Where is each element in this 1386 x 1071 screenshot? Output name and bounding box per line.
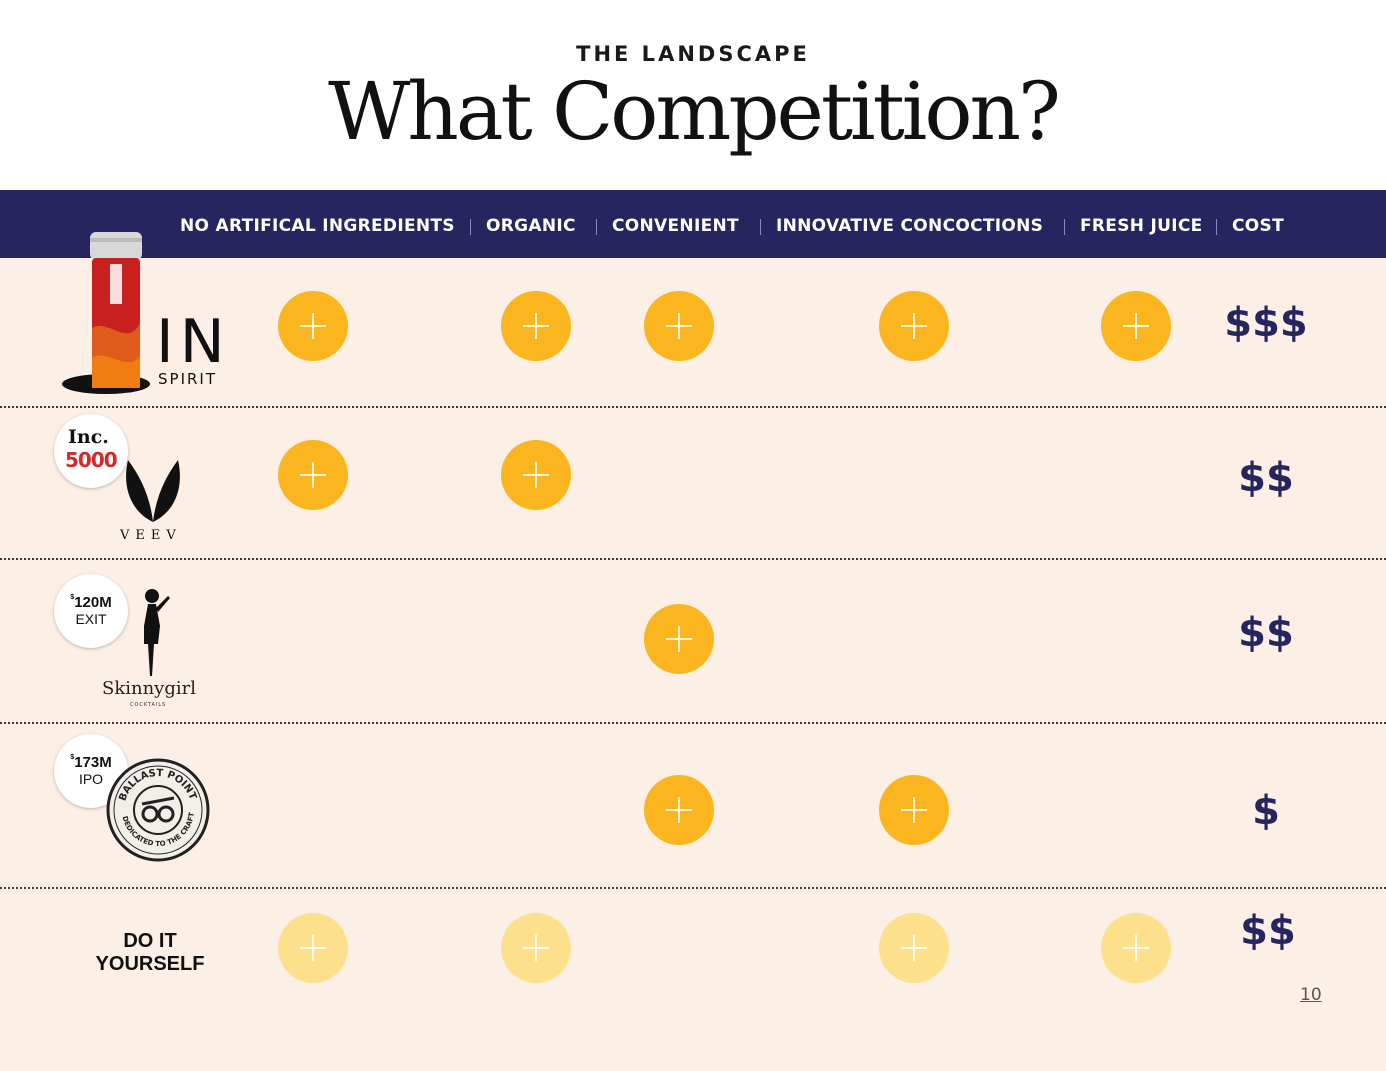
eyebrow-title: THE LANDSCAPE bbox=[576, 42, 810, 66]
plus-circle-icon bbox=[278, 913, 348, 983]
column-separator bbox=[596, 219, 597, 235]
badge-label: EXIT bbox=[75, 611, 107, 627]
exit-badge: $120M EXIT bbox=[54, 574, 128, 648]
col-header-fresh-juice: FRESH JUICE bbox=[1080, 216, 1203, 236]
row-divider bbox=[0, 887, 1386, 889]
cost-value: $$$ bbox=[1224, 300, 1308, 346]
plus-circle-icon bbox=[879, 291, 949, 361]
inspirit-can-logo bbox=[62, 232, 150, 394]
skinnygirl-logo-text: Skinnygirl bbox=[102, 678, 196, 699]
badge-value: 120M bbox=[74, 594, 112, 611]
column-separator bbox=[1064, 219, 1065, 235]
plus-circle-icon bbox=[879, 775, 949, 845]
inspirit-logo-sub: SPIRIT bbox=[158, 370, 217, 388]
row-divider bbox=[0, 558, 1386, 560]
cost-value: $$ bbox=[1238, 610, 1294, 656]
plus-circle-icon bbox=[1101, 291, 1171, 361]
plus-circle-icon bbox=[278, 291, 348, 361]
inc-badge-bottom: 5000 bbox=[65, 448, 118, 472]
veev-logo-text: VEEV bbox=[120, 528, 182, 543]
column-separator bbox=[1216, 219, 1217, 235]
badge-value: 173M bbox=[74, 754, 112, 771]
col-header-convenient: CONVENIENT bbox=[612, 216, 739, 236]
cost-value: $$ bbox=[1238, 455, 1294, 501]
veev-leaf-logo bbox=[126, 460, 180, 522]
column-separator bbox=[470, 219, 471, 235]
plus-circle-icon bbox=[501, 913, 571, 983]
inc-badge-top: Inc. bbox=[68, 426, 109, 448]
plus-circle-icon bbox=[644, 604, 714, 674]
cost-value: $$ bbox=[1240, 908, 1296, 954]
page-number: 10 bbox=[1300, 985, 1322, 1005]
column-header-band bbox=[0, 190, 1386, 258]
plus-circle-icon bbox=[278, 440, 348, 510]
ballast-point-seal-logo: BALLAST POINT DEDICATED TO THE CRAFT bbox=[106, 758, 210, 862]
plus-circle-icon bbox=[644, 291, 714, 361]
row-divider bbox=[0, 406, 1386, 408]
col-header-organic: ORGANIC bbox=[486, 216, 576, 236]
row-divider bbox=[0, 722, 1386, 724]
plus-circle-icon bbox=[644, 775, 714, 845]
inc-5000-badge: Inc. 5000 bbox=[54, 414, 128, 488]
diy-label-line2: YOURSELF bbox=[95, 953, 205, 975]
column-separator bbox=[760, 219, 761, 235]
skinnygirl-logo-sub: COCKTAILS bbox=[130, 702, 167, 708]
plus-circle-icon bbox=[879, 913, 949, 983]
col-header-cost: COST bbox=[1232, 216, 1284, 236]
page-title: What Competition? bbox=[328, 65, 1061, 158]
badge-currency: $ bbox=[70, 754, 75, 761]
diy-label: DO IT YOURSELF bbox=[70, 930, 230, 976]
badge-label: IPO bbox=[78, 771, 104, 787]
diy-label-line1: DO IT bbox=[123, 930, 177, 952]
inspirit-logo-main: IN bbox=[156, 307, 231, 377]
plus-circle-icon bbox=[501, 291, 571, 361]
col-header-no-artificial: NO ARTIFICAL INGREDIENTS bbox=[180, 216, 455, 236]
col-header-innovative: INNOVATIVE CONCOCTIONS bbox=[776, 216, 1044, 236]
skinnygirl-silhouette-logo bbox=[144, 589, 170, 676]
cost-value: $ bbox=[1252, 788, 1280, 834]
badge-currency: $ bbox=[70, 594, 75, 601]
plus-circle-icon bbox=[1101, 913, 1171, 983]
plus-circle-icon bbox=[501, 440, 571, 510]
